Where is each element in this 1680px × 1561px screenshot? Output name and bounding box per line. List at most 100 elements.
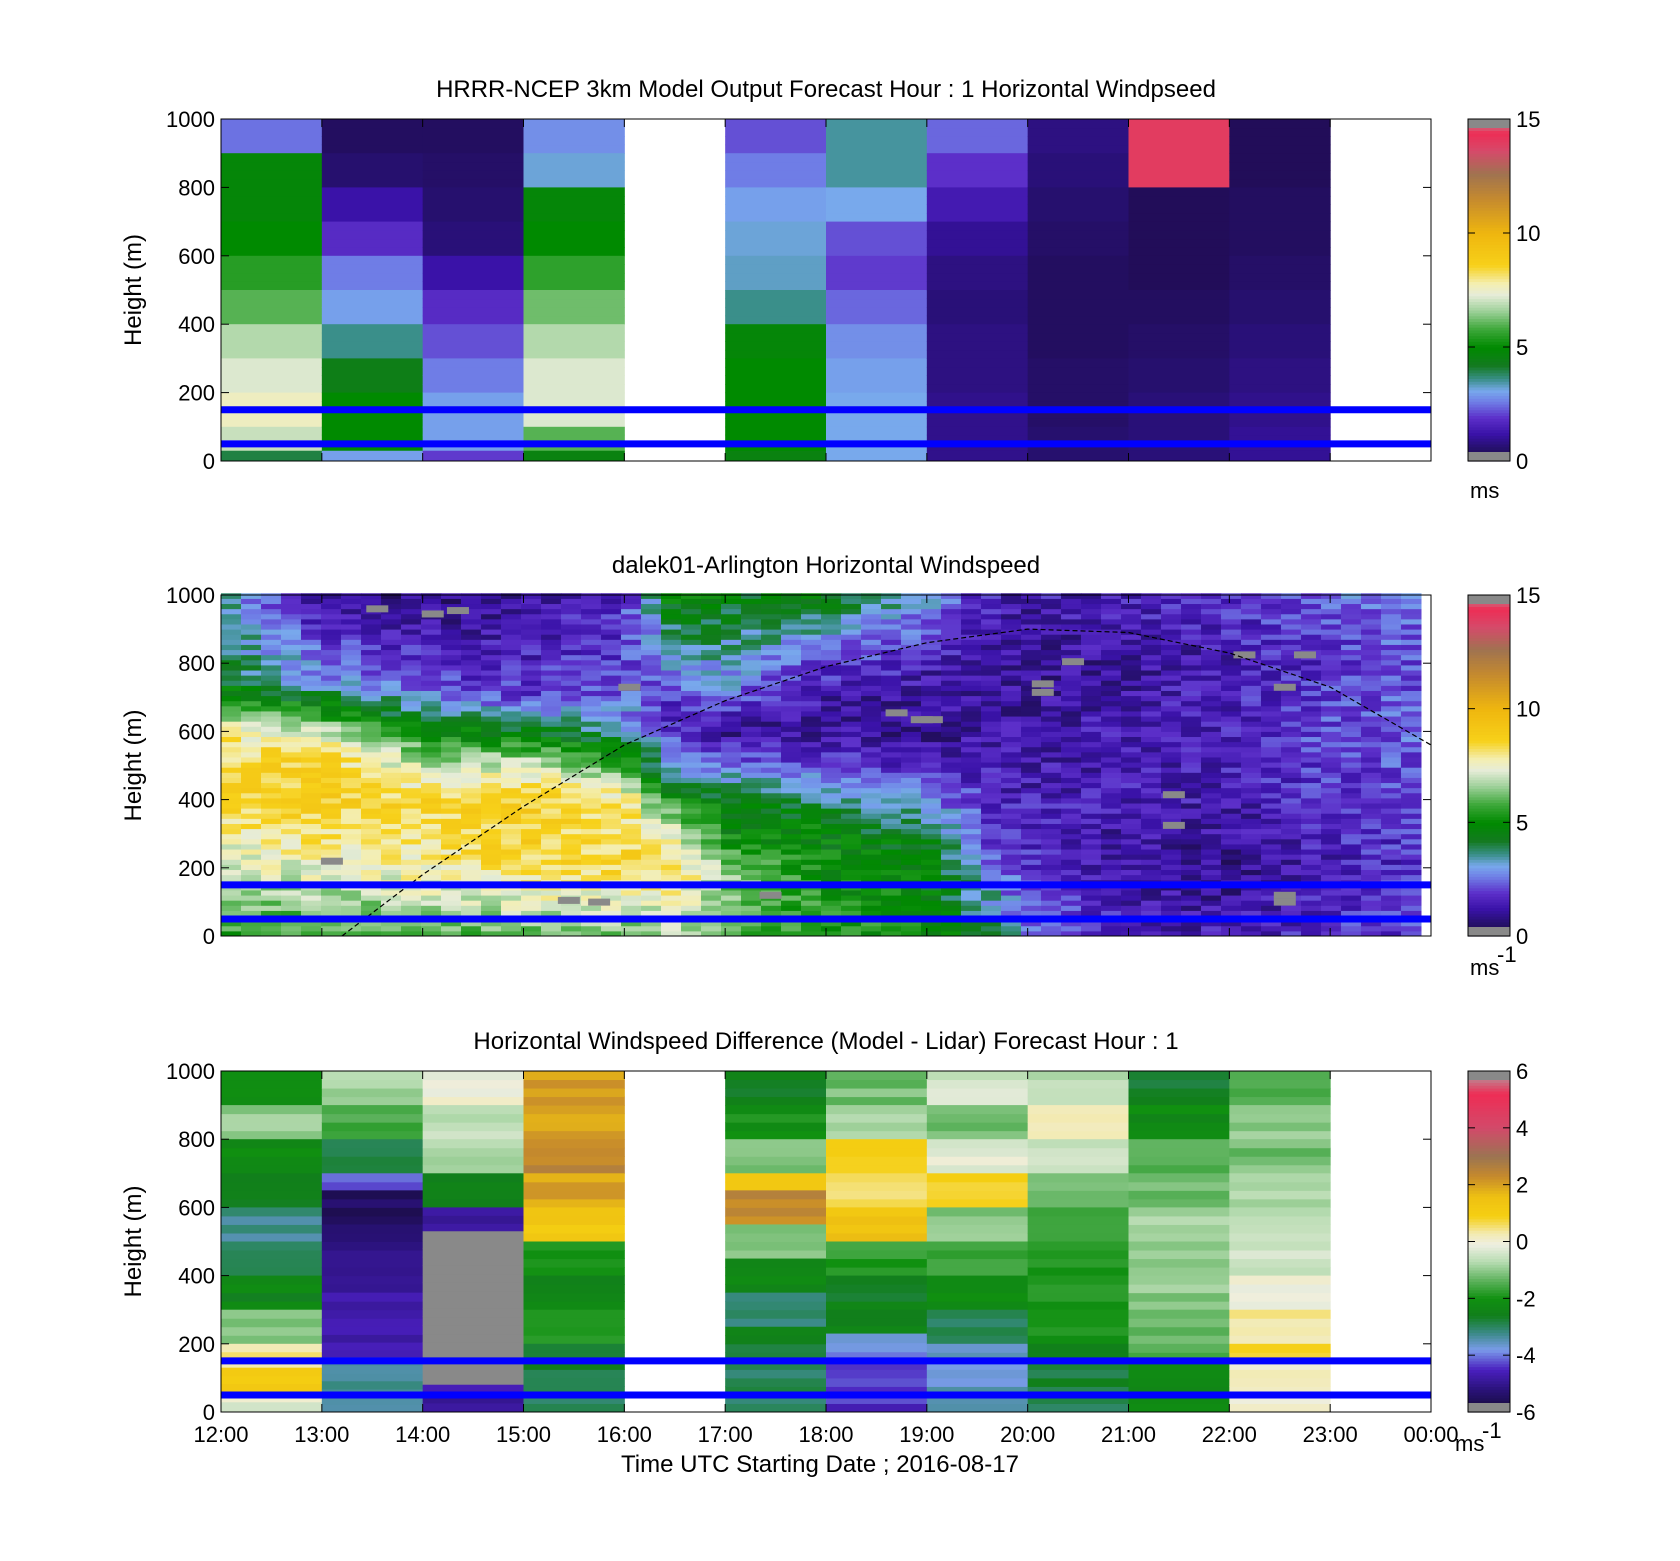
heatmap-cell — [841, 864, 862, 871]
heatmap-cell — [1041, 905, 1062, 911]
heatmap-cell — [1281, 849, 1302, 855]
heatmap-cell — [321, 792, 342, 799]
heatmap-cell — [1021, 803, 1042, 809]
heatmap-cell — [826, 375, 928, 385]
heatmap-cell — [1001, 787, 1022, 794]
heatmap-cell — [1401, 710, 1422, 717]
heatmap-cell — [841, 782, 862, 789]
heatmap-cell — [301, 598, 322, 605]
heatmap-cell — [881, 818, 902, 824]
colorbar-swatch — [1468, 238, 1510, 243]
heatmap-cell — [1261, 675, 1282, 681]
heatmap-cell — [981, 797, 1002, 804]
heatmap-cell — [981, 833, 1002, 840]
heatmap-cell — [1281, 741, 1302, 748]
heatmap-cell — [221, 1335, 323, 1345]
heatmap-cell — [1027, 315, 1129, 325]
heatmap-cell — [521, 613, 542, 620]
heatmap-cell — [601, 823, 622, 830]
heatmap-cell — [241, 741, 262, 748]
heatmap-cell — [441, 603, 462, 610]
heatmap-cell — [581, 762, 602, 768]
heatmap-cell — [981, 803, 1002, 809]
heatmap-cell — [661, 700, 682, 707]
heatmap-cell — [601, 838, 622, 845]
heatmap-cell — [1021, 710, 1042, 717]
heatmap-cell — [1021, 726, 1042, 732]
heatmap-cell — [1361, 910, 1382, 917]
colorbar-swatch — [1468, 595, 1510, 604]
heatmap-cell — [461, 787, 482, 794]
heatmap-cell — [1121, 685, 1142, 691]
heatmap-cell — [861, 910, 882, 917]
heatmap-cell — [1121, 695, 1142, 702]
heatmap-cell — [981, 634, 1002, 640]
heatmap-cell — [261, 787, 282, 794]
heatmap-cell — [661, 823, 682, 830]
heatmap-cell — [1061, 613, 1082, 620]
heatmap-cell — [1301, 726, 1322, 732]
heatmap-cell — [321, 1224, 424, 1234]
heatmap-cell — [1261, 818, 1282, 824]
heatmap-cell — [601, 797, 622, 804]
heatmap-cell — [1281, 833, 1302, 840]
heatmap-cell — [801, 782, 822, 789]
heatmap-cell — [501, 920, 522, 927]
heatmap-cell — [241, 654, 262, 661]
heatmap-cell — [861, 925, 882, 932]
heatmap-cell — [621, 726, 642, 732]
heatmap-cell — [1381, 818, 1402, 824]
heatmap-cell — [422, 1402, 524, 1413]
heatmap-cell — [1229, 119, 1331, 129]
heatmap-cell — [1001, 593, 1022, 599]
heatmap-cell — [1201, 823, 1222, 830]
heatmap-cell — [301, 659, 322, 666]
heatmap-cell — [741, 618, 762, 625]
heatmap-cell — [641, 623, 662, 630]
heatmap-cell — [1401, 889, 1422, 896]
heatmap-cell — [926, 307, 1029, 317]
y-tick-label: 200 — [178, 381, 215, 406]
heatmap-cell — [961, 629, 982, 635]
heatmap-cell — [541, 864, 562, 871]
heatmap-cell — [1121, 910, 1142, 917]
heatmap-cell — [881, 618, 902, 625]
heatmap-cell — [721, 700, 742, 707]
heatmap-cell — [781, 843, 802, 850]
heatmap-cell — [401, 905, 422, 911]
heatmap-cell — [541, 930, 562, 937]
heatmap-cell — [461, 675, 482, 681]
heatmap-cell — [261, 598, 282, 605]
heatmap-cell — [1121, 736, 1142, 743]
heatmap-cell — [1141, 849, 1162, 855]
heatmap-cell — [1221, 680, 1242, 686]
heatmap-cell — [681, 623, 702, 630]
heatmap-cell — [581, 838, 602, 845]
heatmap-cell — [901, 797, 922, 804]
heatmap-cell — [221, 1284, 323, 1294]
colorbar-swatch — [1468, 708, 1510, 713]
heatmap-cell — [301, 874, 322, 881]
heatmap-cell — [581, 736, 602, 743]
heatmap-cell — [721, 792, 742, 799]
heatmap-cell — [581, 644, 602, 651]
heatmap-cell — [601, 608, 622, 615]
heatmap-cell — [301, 762, 322, 768]
heatmap-cell — [1061, 608, 1082, 615]
heatmap-cell — [521, 874, 542, 881]
heatmap-cell — [1281, 721, 1302, 727]
heatmap-cell — [1128, 195, 1230, 205]
heatmap-cell — [821, 639, 842, 645]
heatmap-cell — [1341, 895, 1362, 901]
heatmap-cell — [1301, 930, 1322, 937]
heatmap-cell — [281, 639, 302, 645]
heatmap-cell — [641, 772, 662, 778]
heatmap-cell — [1341, 700, 1362, 707]
heatmap-cell — [1141, 925, 1162, 932]
heatmap-cell — [1221, 726, 1242, 732]
heatmap-cell — [1081, 772, 1102, 778]
heatmap-cell — [621, 659, 642, 666]
heatmap-cell — [941, 670, 962, 676]
heatmap-cell — [341, 751, 362, 758]
heatmap-cell — [1281, 823, 1302, 830]
